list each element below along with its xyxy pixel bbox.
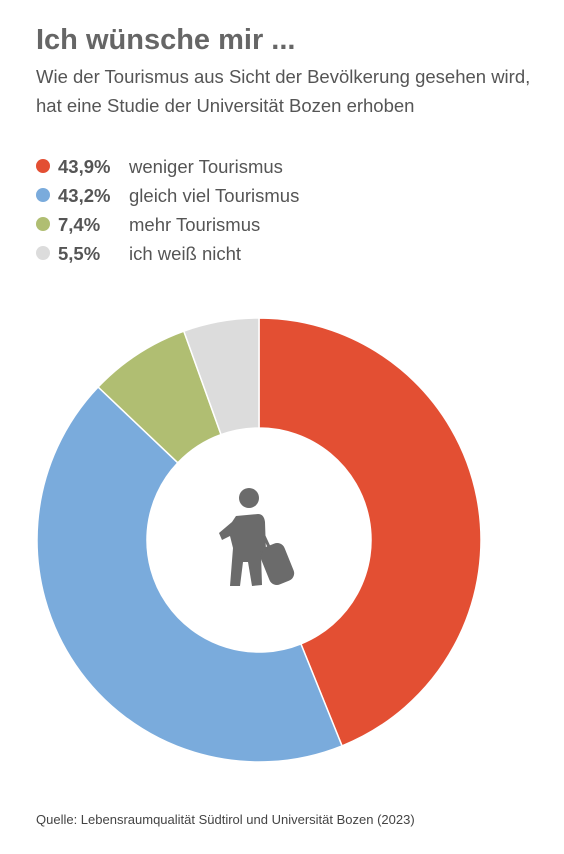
- legend-swatch: [36, 217, 50, 231]
- legend-swatch: [36, 159, 50, 173]
- traveler-with-suitcase-icon: [219, 488, 295, 588]
- donut-slice: [36, 385, 343, 763]
- donut-chart: [36, 317, 482, 763]
- legend-percentage: 43,2%: [58, 185, 111, 206]
- legend-percentage: 5,5%: [58, 243, 101, 264]
- legend-label: ich weiß nicht: [129, 243, 242, 264]
- legend-label: mehr Tourismus: [129, 214, 261, 235]
- legend-swatch: [36, 188, 50, 202]
- donut-slices: [36, 317, 482, 763]
- source-note: Quelle: Lebensraumqualität Südtirol und …: [36, 812, 415, 827]
- donut-slice: [182, 317, 260, 436]
- chart-subtitle: Wie der Tourismus aus Sicht der Bevölker…: [36, 66, 531, 116]
- legend-label: gleich viel Tourismus: [129, 185, 300, 206]
- legend-percentage: 43,9%: [58, 156, 111, 177]
- legend-percentage: 7,4%: [58, 214, 101, 235]
- donut-slice: [258, 317, 482, 747]
- legend-swatch: [36, 246, 50, 260]
- legend-label: weniger Tourismus: [129, 156, 283, 177]
- chart-title: Ich wünsche mir ...: [36, 24, 296, 56]
